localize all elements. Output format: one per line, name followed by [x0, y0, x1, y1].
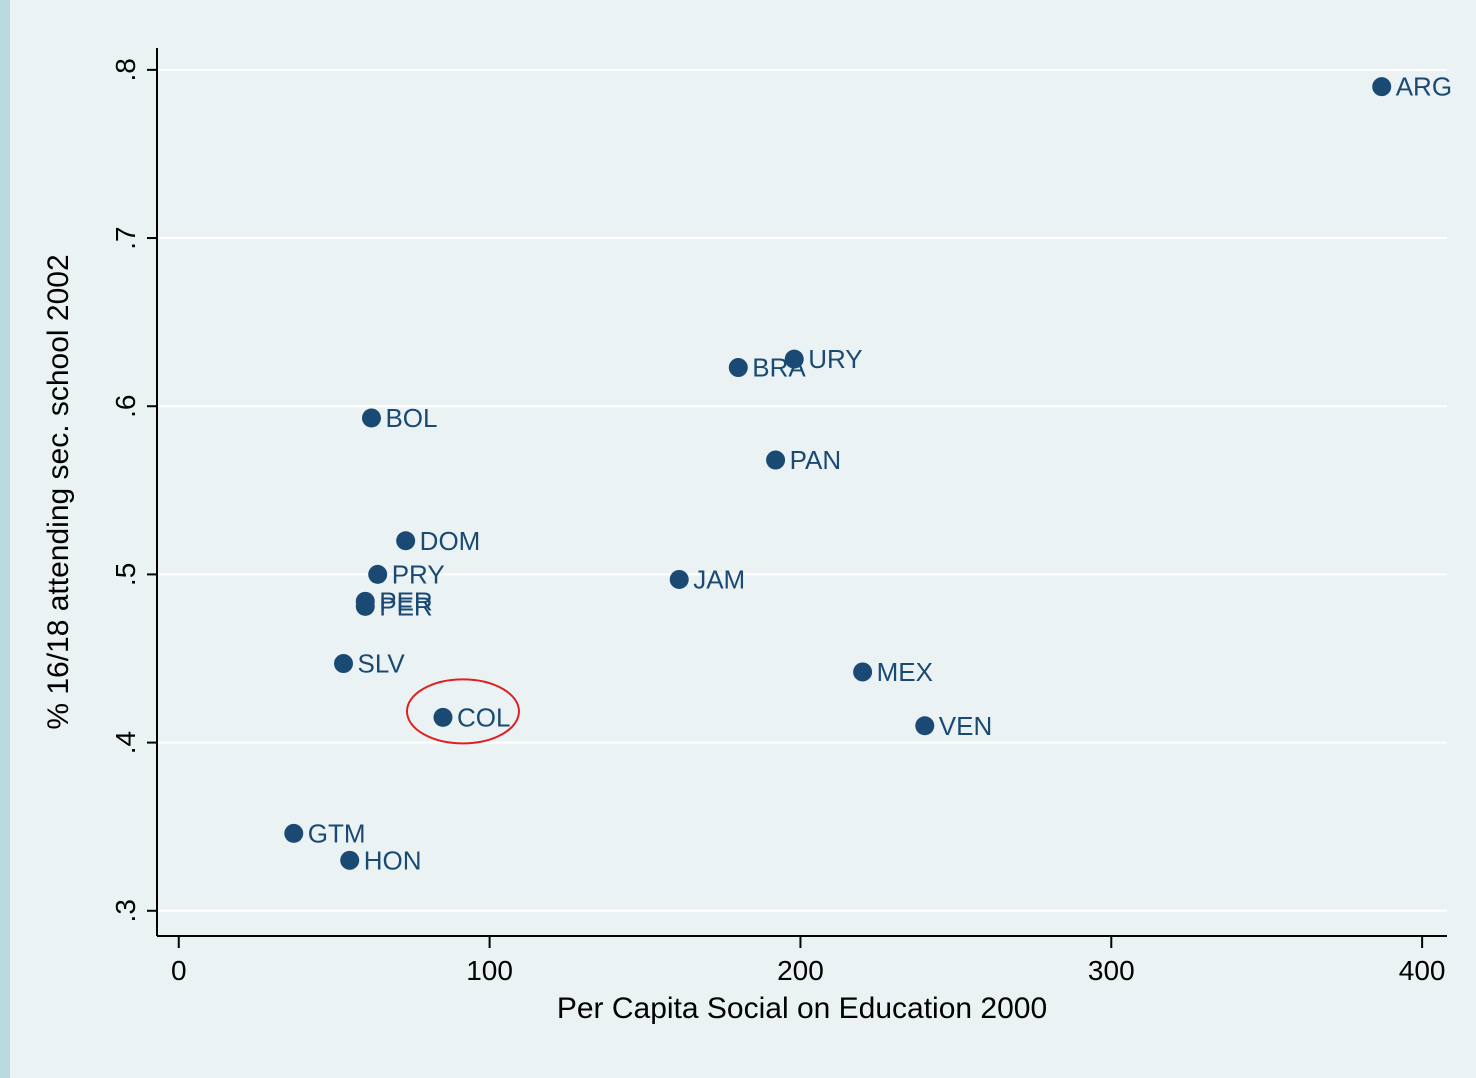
point-label-col: COL: [457, 702, 510, 732]
y-axis-title: % 16/18 attending sec. school 2002: [42, 254, 75, 729]
y-tick-label: .3: [110, 899, 141, 922]
axes: [156, 48, 1447, 937]
chart-frame: .3 .4 .5 .6 .7 .8 0 100 200 300 400 ARG URY BRA BOL PA…: [10, 0, 1476, 1078]
point-label-bol: BOL: [385, 403, 437, 433]
point-label-pan: PAN: [790, 445, 842, 475]
x-tick-label: 200: [777, 955, 824, 986]
point-slv: [334, 654, 354, 674]
y-tick-label: .6: [110, 395, 141, 418]
point-hon: [340, 850, 360, 870]
point-label-dom: DOM: [420, 526, 481, 556]
point-label-pry: PRY: [392, 559, 445, 589]
point-label-slv: SLV: [358, 649, 406, 679]
point-label-gtm: GTM: [308, 818, 366, 848]
point-label-bra: BRA: [752, 353, 806, 383]
x-tick-label: 100: [466, 955, 513, 986]
x-axis-title: Per Capita Social on Education 2000: [557, 992, 1047, 1025]
highlight-ellipse: [405, 678, 520, 745]
point-bra: [728, 358, 748, 378]
point-pan: [766, 450, 786, 470]
y-tick-label: .8: [110, 58, 141, 81]
point-per: [355, 596, 375, 616]
x-tick-label: 300: [1088, 955, 1135, 986]
y-tick-label: .7: [110, 226, 141, 249]
point-label-per: PER: [379, 586, 432, 616]
point-pry: [368, 564, 388, 584]
highlights: [405, 678, 520, 745]
point-label-arg: ARG: [1396, 72, 1452, 102]
point-col: [433, 707, 453, 727]
point-label-ven: VEN: [939, 711, 992, 741]
y-tick-label: .5: [110, 563, 141, 586]
point-label-hon: HON: [364, 845, 422, 875]
point-label-jam: JAM: [693, 564, 745, 594]
point-mex: [853, 662, 873, 682]
point-bol: [361, 408, 381, 428]
point-jam: [669, 569, 689, 589]
ticks: .3 .4 .5 .6 .7 .8 0 100 200 300 400: [110, 58, 1445, 986]
x-tick-label: 0: [171, 955, 187, 986]
gridlines: [157, 68, 1447, 912]
point-dom: [396, 531, 416, 551]
point-ury: [784, 349, 804, 369]
point-ven: [915, 716, 935, 736]
point-label-per: PER: [379, 591, 432, 621]
point-label-ury: URY: [808, 344, 862, 374]
point-arg: [1372, 77, 1392, 97]
point-gtm: [284, 823, 304, 843]
y-tick-label: .4: [110, 731, 141, 754]
point-label-mex: MEX: [877, 657, 933, 687]
x-tick-label: 400: [1399, 955, 1446, 986]
